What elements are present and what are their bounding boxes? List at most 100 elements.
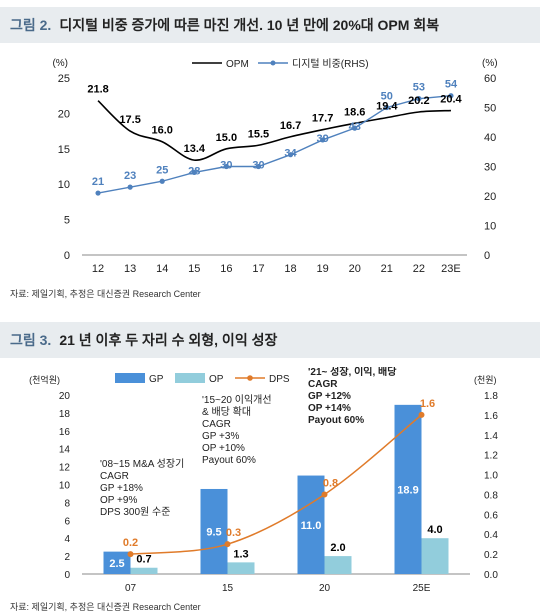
digital-data-label: 23 [124, 170, 136, 182]
y-left-tick-label: 10 [59, 481, 71, 492]
opm-data-label: 20.4 [440, 94, 462, 106]
y-right-tick-label: 0.6 [484, 510, 498, 521]
opm-data-label: 18.6 [344, 106, 365, 118]
gp-data-label: 2.5 [109, 558, 124, 570]
annotation-a3-line: GP +12% [308, 391, 351, 402]
figure-3-number: 그림 3. [10, 332, 52, 348]
y-left-tick-label: 16 [59, 427, 71, 438]
y-right-tick-label: 60 [484, 73, 496, 85]
y-left-tick-label: 18 [59, 409, 71, 420]
series-digital-point [287, 152, 294, 158]
y-right-tick-label: 1.0 [484, 471, 498, 482]
series-digital-point [384, 104, 390, 111]
legend-gp-label: GP [149, 374, 164, 385]
digital-data-label: 34 [284, 148, 297, 160]
opm-data-label: 16.0 [151, 125, 172, 137]
op-bar [324, 556, 352, 574]
annotation-a1-line: DPS 300원 수준 [100, 506, 170, 518]
series-dps-line [130, 414, 422, 555]
series-digital-point [191, 169, 197, 175]
figure-2-title-text: 디지털 비중 증가에 따른 마진 개선. 10 년 만에 20%대 OPM 회복 [59, 17, 440, 33]
x-tick-label: 13 [124, 263, 136, 275]
y-right-tick-label: 50 [484, 103, 496, 115]
y-left-tick-label: 4 [64, 534, 70, 545]
y-left-tick-label: 15 [58, 144, 70, 156]
y-right-tick-label: 0.0 [484, 570, 498, 581]
opm-data-label: 17.5 [119, 114, 140, 126]
op-data-label: 0.7 [136, 554, 151, 566]
series-dps-point [321, 491, 328, 498]
digital-data-label: 21 [92, 176, 104, 188]
digital-data-label: 43 [349, 121, 361, 133]
y-left-tick-label: 0 [64, 250, 70, 262]
annotation-a2-line: CAGR [202, 419, 231, 430]
digital-data-label: 50 [381, 91, 393, 103]
op-data-label: 1.3 [233, 548, 248, 560]
legend-op-label: OP [209, 374, 224, 385]
y-right-tick-label: 0.8 [484, 490, 498, 501]
x-tick-label: 17 [252, 263, 264, 275]
legend-dps-marker [247, 375, 253, 381]
figure-2-number: 그림 2. [10, 17, 52, 33]
figure-3-chart: 07 15 20 25E 0 2 4 6 8 10 12 14 16 18 20 0.0 0.2 0.4 0.6 0.… [29, 367, 498, 594]
x-tick-label: 20 [349, 263, 361, 275]
y-left-tick-label: 0 [64, 570, 70, 581]
y-right-tick-label: 0.4 [484, 530, 498, 541]
gp-data-label: 11.0 [301, 520, 322, 532]
figure-3-title-text: 21 년 이후 두 자리 수 외형, 이익 성장 [59, 332, 278, 348]
x-tick-label: 19 [317, 263, 329, 275]
y-left-tick-label: 14 [59, 445, 71, 456]
annotation-a1-line: OP +9% [100, 495, 137, 506]
annotation-a2-line: & 배당 확대 [202, 406, 251, 418]
x-tick-label: 25E [413, 583, 431, 594]
x-tick-label: 18 [284, 263, 296, 275]
digital-data-label: 54 [445, 79, 458, 91]
gp-data-label: 18.9 [397, 484, 418, 496]
figure-3-source: 자료: 제일기획, 추정은 대신증권 Research Center [10, 602, 201, 612]
series-digital-point [223, 163, 229, 170]
series-digital-point [159, 178, 165, 184]
annotation-a2-line: GP +3% [202, 431, 239, 442]
annotation-a2-line: OP +10% [202, 443, 245, 454]
series-digital-point [352, 125, 358, 131]
y-right-unit: (%) [482, 58, 498, 69]
y-left-unit: (%) [52, 58, 68, 69]
y-left-tick-label: 10 [58, 179, 70, 191]
y-left-tick-label: 25 [58, 73, 70, 85]
annotation-a2-line: Payout 60% [202, 455, 256, 466]
x-tick-label: 22 [413, 263, 425, 275]
series-dps-point [418, 411, 425, 418]
dps-data-label: 0.3 [226, 527, 241, 539]
figure-2-chart: 12 13 14 15 16 17 18 19 20 21 22 23E 0 5 10 15 20 25 0 10 20… [52, 58, 498, 275]
annotation-a3-line: CAGR [308, 379, 338, 390]
opm-data-label: 17.7 [312, 113, 333, 125]
opm-data-label: 13.4 [184, 143, 206, 155]
y-right-tick-label: 1.6 [484, 411, 498, 422]
series-digital-point [416, 96, 422, 102]
y-right-tick-label: 1.4 [484, 431, 498, 442]
x-tick-label: 20 [319, 583, 331, 594]
opm-data-label: 20.2 [408, 95, 429, 107]
dps-data-label: 1.6 [420, 398, 435, 410]
annotation-a1-line: GP +18% [100, 483, 143, 494]
y-right-tick-label: 0.2 [484, 550, 498, 561]
annotation-a3-line: '21~ 성장, 이익, 배당 [308, 367, 397, 378]
y-right-unit: (천원) [474, 375, 497, 385]
gp-bar [103, 551, 131, 574]
dps-data-label: 0.2 [123, 537, 138, 549]
y-right-tick-label: 30 [484, 162, 496, 174]
series-digital-point [320, 137, 326, 143]
dps-data-label: 0.8 [323, 477, 338, 489]
op-data-label: 2.0 [330, 542, 345, 554]
x-tick-label: 14 [156, 263, 168, 275]
gp-bar [200, 488, 228, 574]
y-right-tick-label: 0 [484, 250, 490, 262]
series-dps-point [224, 541, 231, 548]
annotation-a3-line: Payout 60% [308, 415, 364, 426]
annotation-a1-line: CAGR [100, 471, 129, 482]
x-tick-label: 21 [381, 263, 393, 275]
legend-digital-marker [270, 60, 276, 66]
y-left-unit: (천억원) [29, 374, 60, 385]
annotation-a3-line: OP +14% [308, 403, 351, 414]
op-bar [227, 562, 255, 574]
